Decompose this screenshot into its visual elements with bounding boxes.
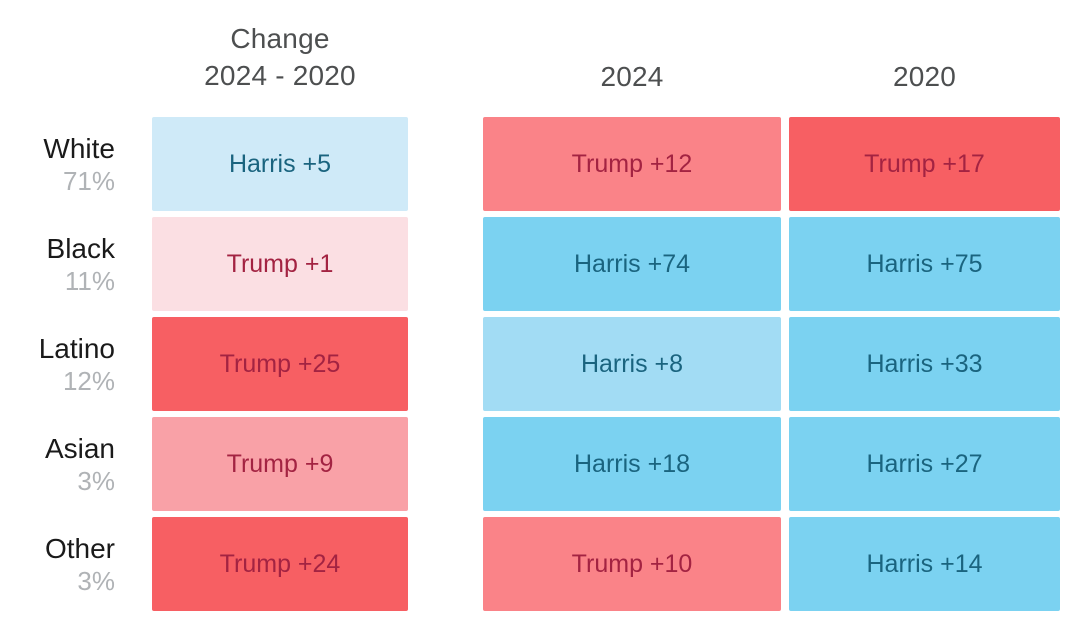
cell-other-2020: Harris +14 (789, 517, 1060, 611)
cell-white-change: Harris +5 (152, 117, 408, 211)
margin-text: Harris +33 (866, 349, 983, 378)
group-share: 12% (62, 365, 115, 396)
column-header-change: Change 2024 - 2020 (152, 20, 408, 94)
group-share: 71% (62, 165, 115, 196)
group-share: 11% (64, 265, 115, 296)
group-name: Black (46, 232, 115, 264)
margin-text: Trump +24 (219, 549, 341, 578)
margin-text: Harris +8 (580, 349, 684, 378)
margin-text: Trump +10 (571, 549, 693, 578)
cell-asian-2024: Harris +18 (483, 417, 781, 511)
cell-other-2024: Trump +10 (483, 517, 781, 611)
cell-latino-2024: Harris +8 (483, 317, 781, 411)
row-label-black: Black 11% (0, 217, 115, 311)
margin-text: Trump +17 (864, 149, 985, 178)
column-header-2020: 2020 (892, 61, 957, 92)
cell-other-change: Trump +24 (152, 517, 408, 611)
margin-text: Harris +27 (866, 449, 983, 478)
group-name: White (43, 132, 115, 164)
group-name: Latino (38, 332, 115, 364)
cell-latino-change: Trump +25 (152, 317, 408, 411)
group-name: Other (44, 532, 115, 564)
cell-asian-change: Trump +9 (152, 417, 408, 511)
cell-white-2020: Trump +17 (789, 117, 1060, 211)
cell-black-2024: Harris +74 (483, 217, 781, 311)
cell-black-2020: Harris +75 (789, 217, 1060, 311)
cell-asian-2020: Harris +27 (789, 417, 1060, 511)
margin-text: Harris +18 (573, 449, 690, 478)
group-share: 3% (77, 465, 115, 496)
margin-text: Trump +1 (226, 249, 334, 278)
row-label-latino: Latino 12% (0, 317, 115, 411)
margin-text: Harris +14 (866, 549, 983, 578)
column-header-change-line1: Change (230, 23, 330, 54)
cell-white-2024: Trump +12 (483, 117, 781, 211)
margin-text: Harris +5 (228, 149, 332, 178)
column-header-2024: 2024 (600, 61, 664, 92)
margin-text: Harris +74 (573, 249, 690, 278)
margin-text: Trump +9 (226, 449, 334, 478)
row-label-white: White 71% (0, 117, 115, 211)
group-name: Asian (44, 432, 115, 464)
margin-text: Trump +12 (571, 149, 693, 178)
margin-text: Trump +25 (219, 349, 341, 378)
group-share: 3% (77, 565, 115, 596)
row-label-asian: Asian 3% (0, 417, 115, 511)
margin-text: Harris +75 (866, 249, 983, 278)
column-header-change-line2: 2024 - 2020 (204, 60, 356, 91)
cell-latino-2020: Harris +33 (789, 317, 1060, 411)
row-label-other: Other 3% (0, 517, 115, 611)
cell-black-change: Trump +1 (152, 217, 408, 311)
